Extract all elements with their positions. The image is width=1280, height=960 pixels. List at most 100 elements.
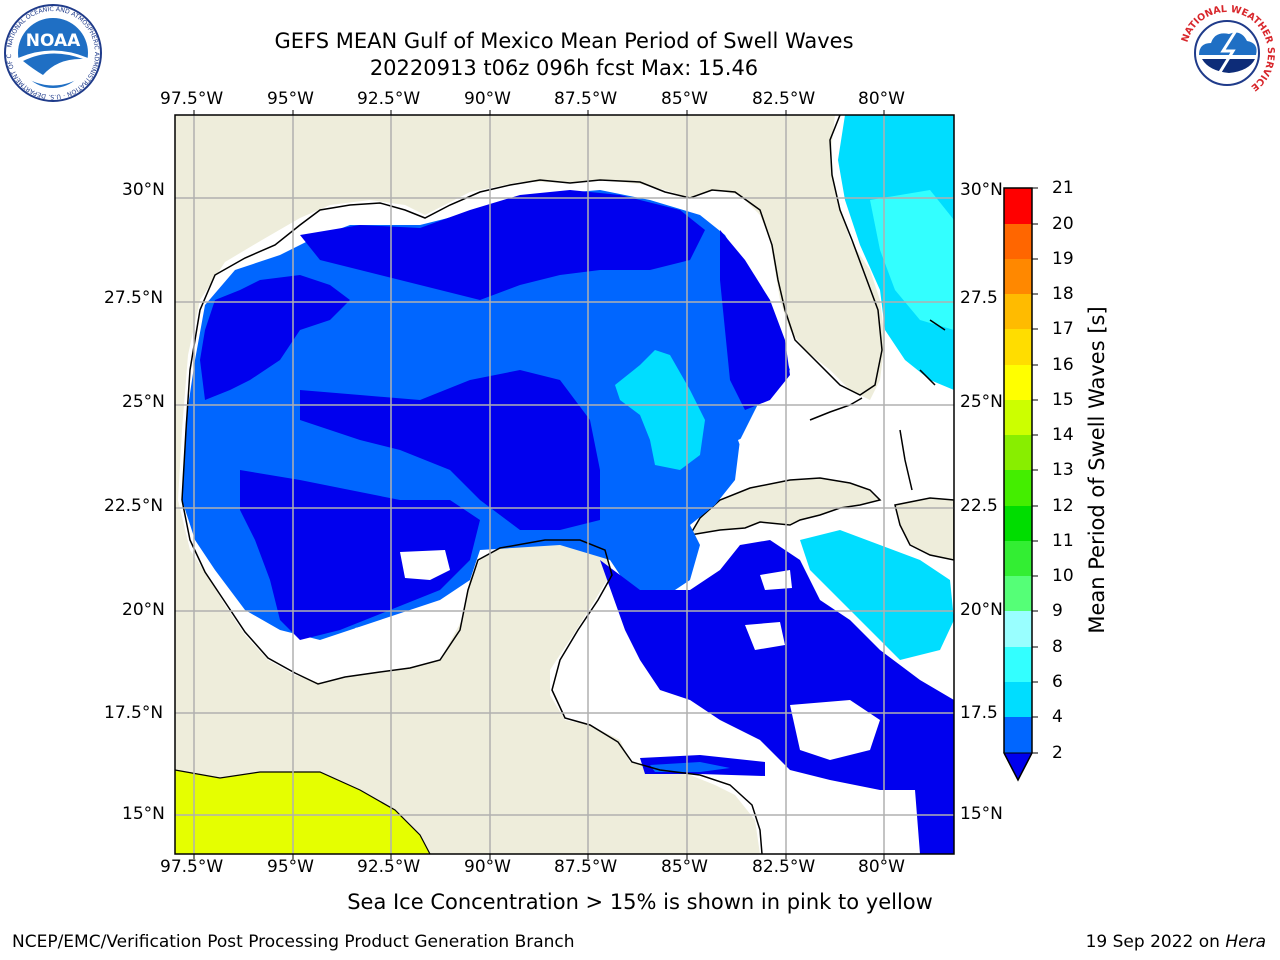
lon-label-bottom-80w: 80°W xyxy=(858,857,905,877)
colorbar-bin-13-14 xyxy=(1004,435,1032,470)
cuba xyxy=(688,477,882,537)
colorbar-tick-12: 12 xyxy=(1052,496,1074,516)
coastline-pacific xyxy=(175,769,431,854)
noaa-logo-text: NOAA xyxy=(26,31,81,51)
lat-label-left-22-5n: 22.5°N xyxy=(104,496,164,516)
colorbar-tick-14: 14 xyxy=(1052,425,1074,445)
colorbar xyxy=(1003,187,1038,782)
swell-lt2-south xyxy=(240,470,480,640)
colorbar-tick-16: 16 xyxy=(1052,355,1074,375)
lon-label-bottom-82-5w: 82.5°W xyxy=(752,857,816,877)
colorbar-bin-14-15 xyxy=(1004,400,1032,435)
footer-credit: NCEP/EMC/Verification Post Processing Pr… xyxy=(12,932,575,952)
colorbar-bin-8-9 xyxy=(1004,611,1032,647)
lat-label-right-20n: 20°N xyxy=(960,600,1003,620)
sea-ice-note: Sea Ice Concentration > 15% is shown in … xyxy=(347,890,933,914)
lon-label-top-90w: 90°W xyxy=(464,89,511,109)
lon-label-bottom-85w: 85°W xyxy=(661,857,708,877)
lat-label-right-30n: 30°N xyxy=(960,180,1003,200)
map-title: GEFS MEAN Gulf of Mexico Mean Period of … xyxy=(274,29,854,53)
swell-lt2-north xyxy=(300,190,705,300)
colorbar-tick-9: 9 xyxy=(1052,601,1063,621)
lat-label-left-30n: 30°N xyxy=(122,180,165,200)
hispaniola xyxy=(894,497,954,561)
lon-label-top-85w: 85°W xyxy=(661,89,708,109)
swell-4-6-central xyxy=(615,350,705,470)
colorbar-bin-19-20 xyxy=(1004,224,1032,259)
coastline-bahamas xyxy=(899,319,946,491)
lon-label-top-80w: 80°W xyxy=(858,89,905,109)
colorbar-bin-18-19 xyxy=(1004,259,1032,294)
footer-date-text: 19 Sep 2022 on xyxy=(1085,932,1226,952)
no-swell-patch-6 xyxy=(745,622,785,650)
no-swell-patch-1 xyxy=(400,550,450,580)
colorbar-tick-10: 10 xyxy=(1052,566,1074,586)
lon-label-bottom-87-5w: 87.5°W xyxy=(554,857,618,877)
noaa-logo: NATIONAL OCEANIC AND ATMOSPHERIC ADMINIS… xyxy=(3,3,102,102)
no-swell-patch-5 xyxy=(760,570,792,590)
colorbar-tick-11: 11 xyxy=(1052,531,1074,551)
lon-label-bottom-92-5w: 92.5°W xyxy=(357,857,421,877)
swell-lt2-west xyxy=(200,275,350,400)
colorbar-tick-15: 15 xyxy=(1052,390,1074,410)
map-grid xyxy=(175,115,954,854)
colorbar-bin-15-16 xyxy=(1004,365,1032,400)
map-frame xyxy=(174,114,955,855)
lat-label-left-20n: 20°N xyxy=(122,600,165,620)
swell-lt2-mid xyxy=(300,370,600,530)
no-swell-patch-2 xyxy=(355,622,395,648)
lon-label-top-97-5w: 97.5°W xyxy=(160,89,224,109)
swell-4-6-caribbean xyxy=(800,530,954,660)
nws-logo: NATIONAL WEATHER SERVICE xyxy=(1179,4,1276,101)
swell-lt2-east xyxy=(720,230,790,410)
lat-label-left-15n: 15°N xyxy=(122,804,165,824)
coastline-gulf xyxy=(181,115,883,501)
colorbar-tick-19: 19 xyxy=(1052,249,1074,269)
no-swell-patch-4 xyxy=(720,190,770,260)
lat-label-left-27-5n: 27.5°N xyxy=(104,288,164,308)
coastline-mexico xyxy=(181,499,763,854)
colorbar-outline xyxy=(1003,187,1033,782)
colorbar-tick-8: 8 xyxy=(1052,637,1063,657)
colorbar-bin-16-17 xyxy=(1004,329,1032,365)
lon-label-top-82-5w: 82.5°W xyxy=(752,89,816,109)
lat-label-right-22-5: 22.5 xyxy=(960,496,998,516)
colorbar-tick-18: 18 xyxy=(1052,284,1074,304)
colorbar-bin-11-12 xyxy=(1004,506,1032,541)
lat-label-right-17-5: 17.5 xyxy=(960,703,998,723)
no-swell-patch-7 xyxy=(790,700,880,760)
colorbar-bin-2-4 xyxy=(1004,717,1032,753)
colorbar-title: Mean Period of Swell Waves [s] xyxy=(1085,306,1109,634)
pacific-sea-ice xyxy=(175,770,430,854)
swell-lt2-yucatan xyxy=(600,540,954,854)
lat-label-left-17-5n: 17.5°N xyxy=(104,703,164,723)
lat-label-right-25n: 25°N xyxy=(960,392,1003,412)
colorbar-tick-20: 20 xyxy=(1052,214,1074,234)
colorbar-tick-21: 21 xyxy=(1052,178,1074,198)
map-subtitle: 20220913 t06z 096h fcst Max: 15.46 xyxy=(369,56,759,80)
colorbar-bin-6-8 xyxy=(1004,647,1032,682)
swell-6-8-atlantic xyxy=(870,190,954,330)
colorbar-extend-triangle xyxy=(1003,752,1033,782)
colorbar-tick-4: 4 xyxy=(1052,707,1063,727)
no-swell-patch-3 xyxy=(738,425,790,465)
colorbar-bin-9-10 xyxy=(1004,576,1032,611)
lon-label-top-92-5w: 92.5°W xyxy=(357,89,421,109)
colorbar-bin-4-6 xyxy=(1004,682,1032,717)
colorbar-bin-12-13 xyxy=(1004,470,1032,506)
lon-label-top-95w: 95°W xyxy=(267,89,314,109)
lat-label-right-27-5: 27.5 xyxy=(960,288,998,308)
lat-label-right-15n: 15°N xyxy=(960,804,1003,824)
colorbar-tick-6: 6 xyxy=(1052,672,1063,692)
lat-label-left-25n: 25°N xyxy=(122,392,165,412)
map-ticks xyxy=(193,110,885,859)
footer-date: 19 Sep 2022 on Hera xyxy=(1086,932,1266,952)
coastline-keys xyxy=(809,397,863,421)
colorbar-tick-13: 13 xyxy=(1052,460,1074,480)
lon-label-bottom-97-5w: 97.5°W xyxy=(160,857,224,877)
lon-label-top-87-5w: 87.5°W xyxy=(554,89,618,109)
colorbar-bin-20-21 xyxy=(1004,188,1032,224)
colorbar-bin-17-18 xyxy=(1004,294,1032,329)
colorbar-tick-2: 2 xyxy=(1052,743,1063,763)
